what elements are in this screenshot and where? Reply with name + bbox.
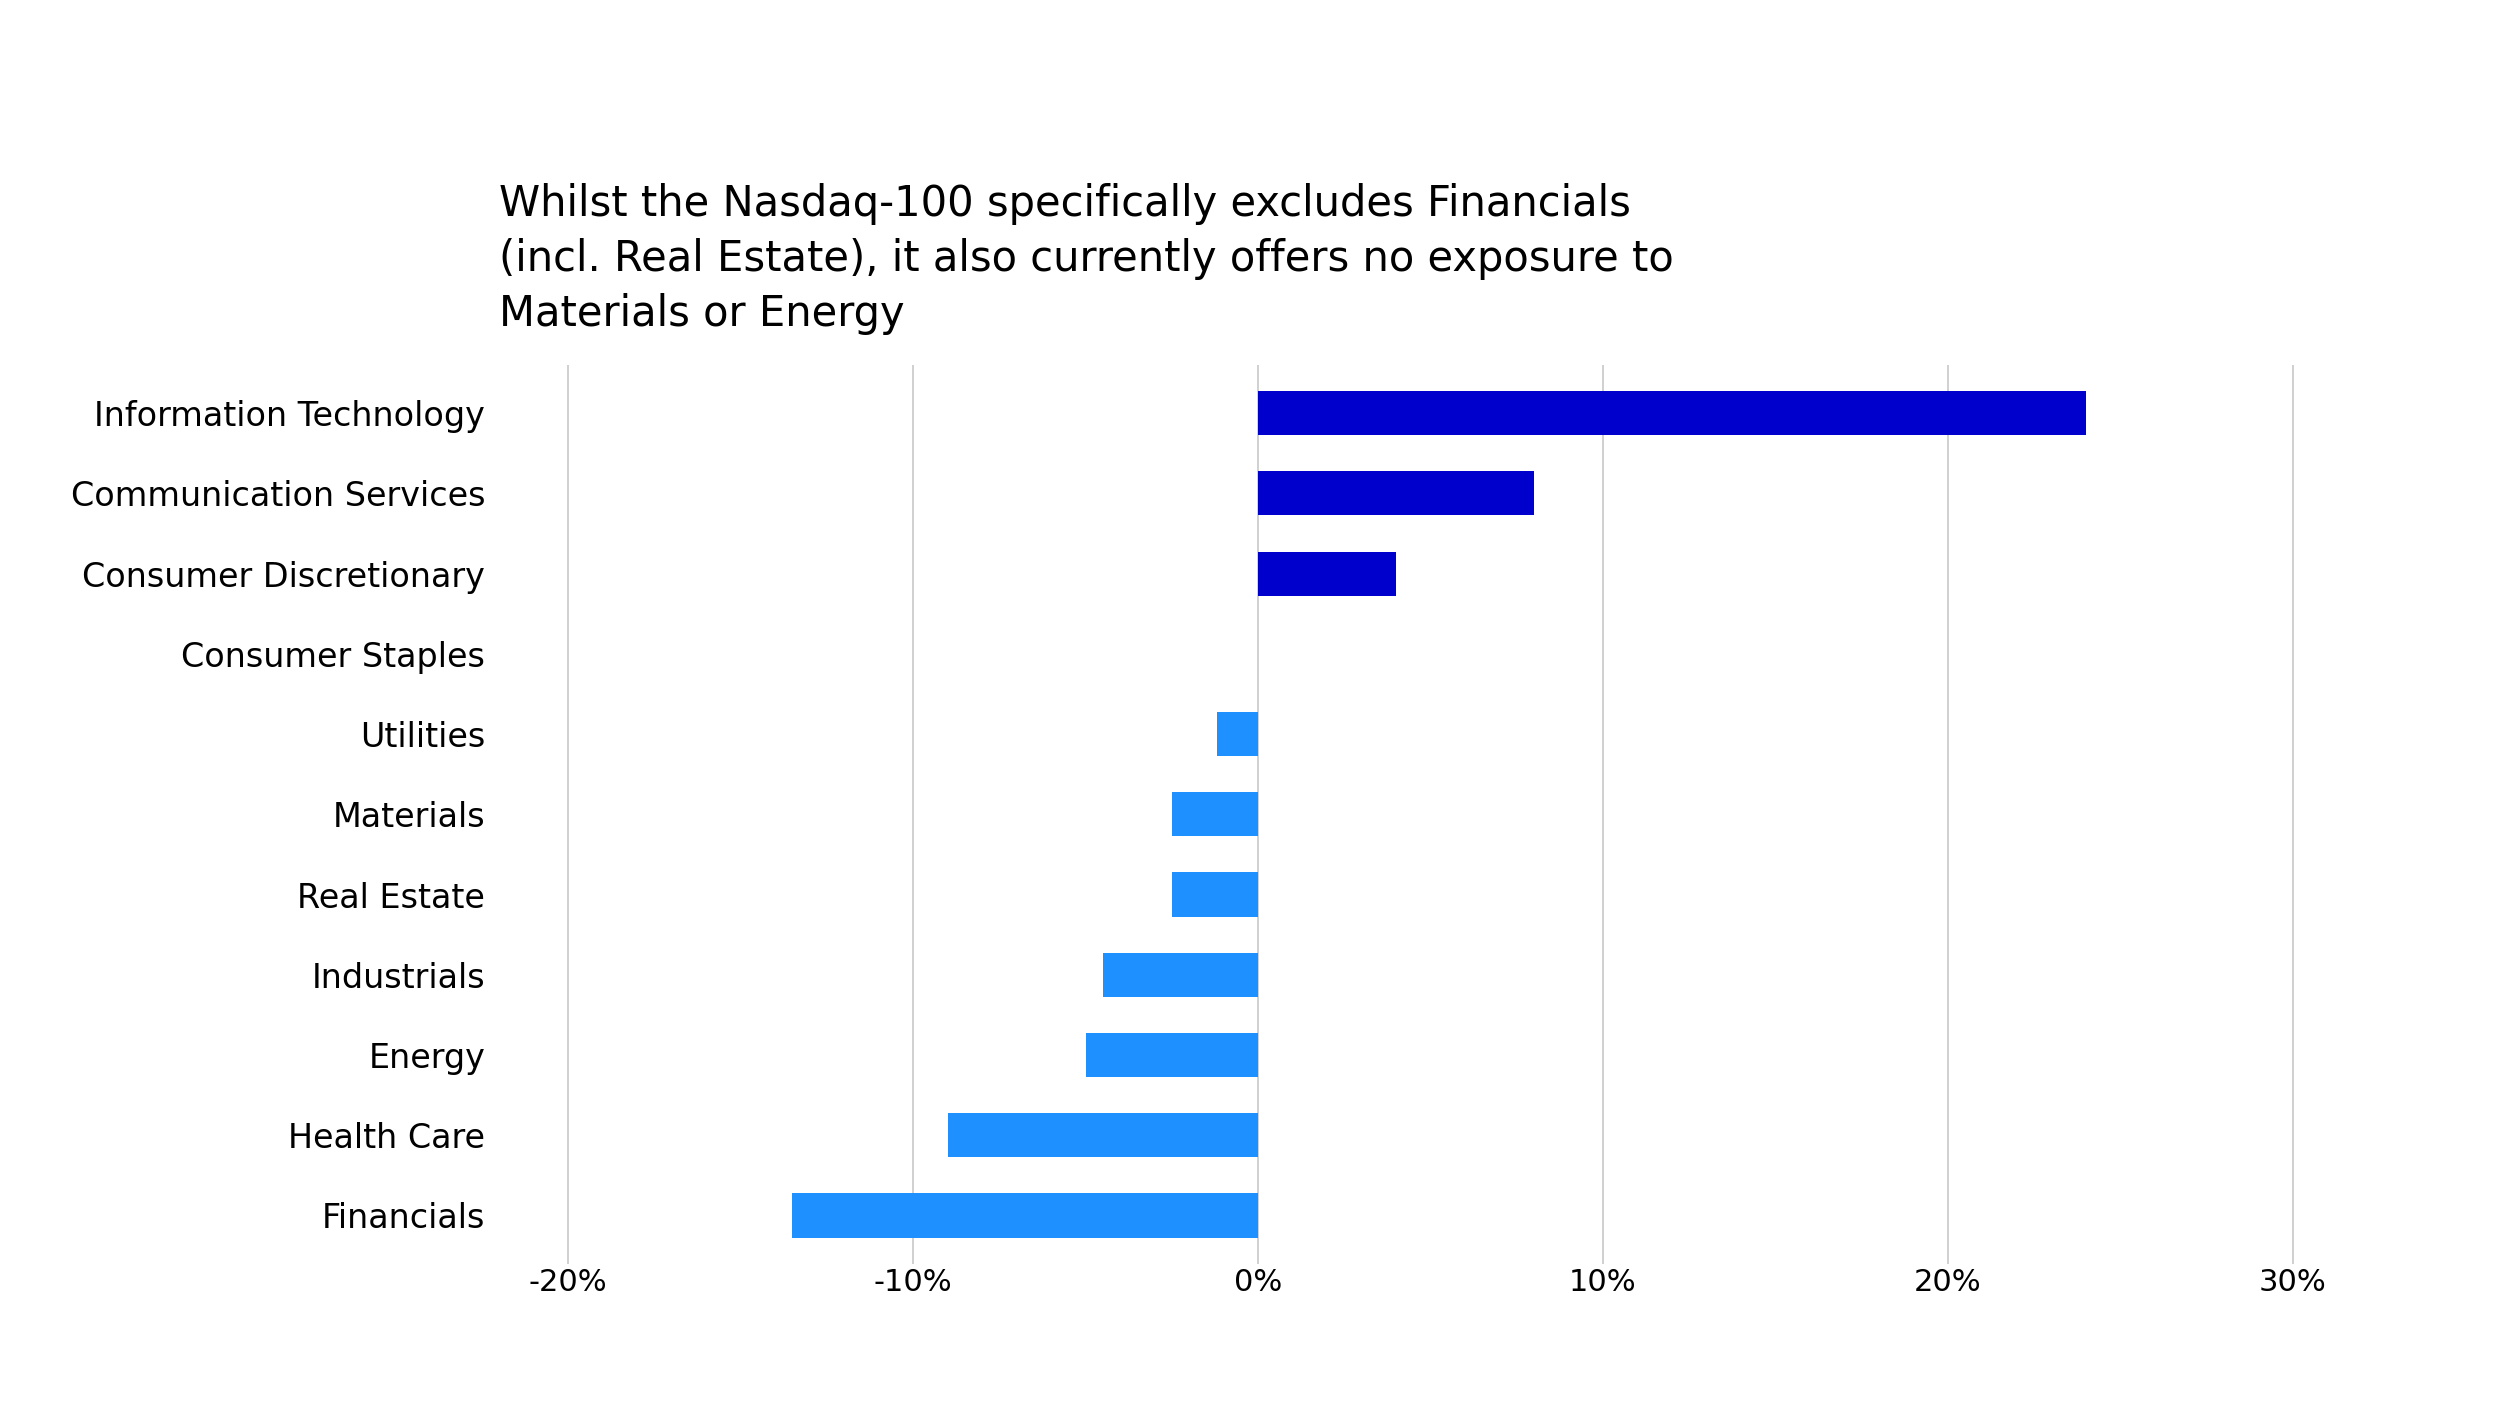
Bar — [1216, 712, 1258, 757]
Bar — [1258, 472, 1535, 515]
Bar — [948, 1113, 1258, 1157]
Bar — [1171, 872, 1258, 917]
Bar — [1171, 792, 1258, 837]
Text: Whilst the Nasdaq-100 specifically excludes Financials
(incl. Real Estate), it a: Whilst the Nasdaq-100 specifically exclu… — [499, 183, 1675, 336]
Bar — [1258, 552, 1395, 595]
Bar — [1258, 392, 2087, 435]
Bar — [1103, 953, 1258, 997]
Bar — [791, 1193, 1258, 1237]
Bar — [1086, 1033, 1258, 1077]
